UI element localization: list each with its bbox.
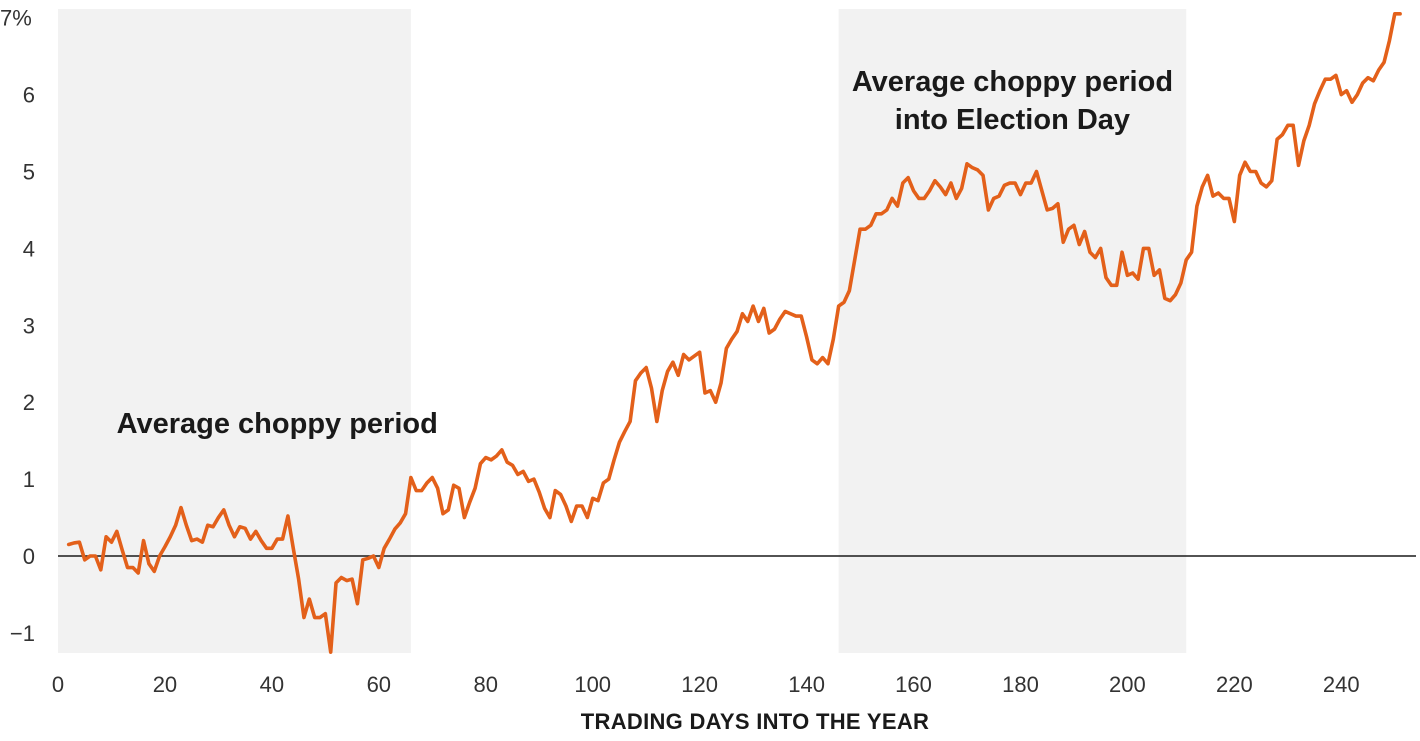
x-tick-label: 200 [1109,672,1146,697]
x-tick-label: 100 [574,672,611,697]
x-tick-label: 140 [788,672,825,697]
y-tick-label: −1 [10,621,35,646]
period-label-1-line-1: into Election Day [895,104,1130,136]
x-tick-label: 240 [1323,672,1360,697]
series-line [66,12,1402,654]
y-tick-label: 4 [23,236,35,261]
x-tick-label: 120 [681,672,718,697]
annotations: Average choppy period Average choppy peri… [117,66,1173,440]
period-label-0-line-0: Average choppy period [117,408,438,440]
x-tick-label: 40 [260,672,284,697]
period-label-1-line-0: Average choppy period [852,66,1173,98]
x-tick-label: 220 [1216,672,1253,697]
y-tick-label: 5 [23,160,35,185]
x-tick-label: 80 [474,672,498,697]
x-tick-label: 20 [153,672,177,697]
x-axis-label: TRADING DAYS INTO THE YEAR [581,709,929,734]
x-tick-label: 60 [367,672,391,697]
shaded-period-1 [838,9,1187,653]
x-axis-ticks: 0 20 40 60 80 100 120 140 160 180 200 220 240 [52,672,1360,697]
x-tick-label: 160 [895,672,932,697]
y-tick-label: 0 [23,544,35,569]
shaded-periods [58,9,1187,653]
y-tick-label: 3 [23,313,35,338]
y-tick-label: 6 [23,83,35,108]
shaded-period-0 [58,9,411,653]
y-tick-label: 7% [0,6,32,31]
x-tick-label: 180 [1002,672,1039,697]
x-tick-label: 0 [52,672,64,697]
y-tick-label: 1 [23,467,35,492]
y-tick-label: 2 [23,390,35,415]
y-axis-ticks: −1 0 1 2 3 4 5 6 7% [0,6,35,646]
